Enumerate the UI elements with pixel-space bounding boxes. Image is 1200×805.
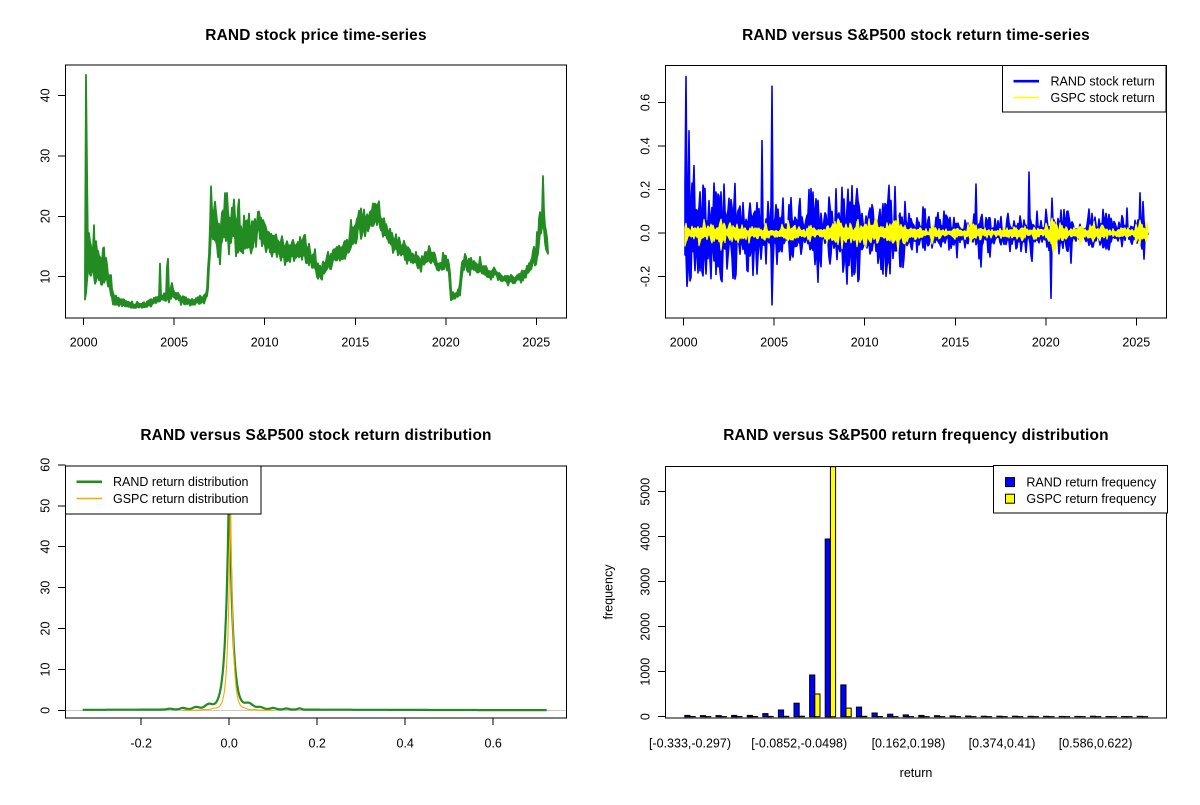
svg-text:50: 50 [39,499,53,513]
svg-text:0.4: 0.4 [397,736,414,750]
svg-text:[-0.333,-0.297): [-0.333,-0.297) [649,736,731,750]
svg-text:3000: 3000 [639,568,653,596]
svg-text:-0.2: -0.2 [639,266,653,288]
svg-text:2005: 2005 [160,336,188,350]
svg-text:2020: 2020 [432,336,460,350]
svg-text:2005: 2005 [760,336,788,350]
svg-text:[-0.0852,-0.0498): [-0.0852,-0.0498) [751,736,847,750]
svg-text:30: 30 [39,581,53,595]
svg-text:0: 0 [639,713,653,720]
svg-text:[0.586,0.622): [0.586,0.622) [1059,736,1133,750]
svg-text:GSPC stock return: GSPC stock return [1051,91,1155,105]
svg-text:2015: 2015 [341,336,369,350]
svg-text:2010: 2010 [251,336,279,350]
svg-text:40: 40 [39,88,53,102]
svg-text:0: 0 [39,707,53,714]
svg-text:GSPC return frequency: GSPC return frequency [1026,492,1157,506]
svg-text:40: 40 [39,540,53,554]
svg-text:2000: 2000 [70,336,98,350]
svg-text:RAND return frequency: RAND return frequency [1026,476,1157,490]
svg-text:return: return [900,766,933,780]
svg-text:5000: 5000 [639,478,653,506]
svg-text:2020: 2020 [1032,336,1060,350]
svg-text:1000: 1000 [639,658,653,686]
svg-text:[0.374,0.41): [0.374,0.41) [969,736,1036,750]
svg-text:0.0: 0.0 [221,736,238,750]
svg-text:RAND versus S&P500 return freq: RAND versus S&P500 return frequency dist… [723,427,1109,444]
svg-text:10: 10 [39,270,53,284]
svg-text:RAND stock price time-series: RAND stock price time-series [205,27,426,44]
svg-text:0.4: 0.4 [639,137,653,154]
svg-text:2000: 2000 [670,336,698,350]
svg-text:2025: 2025 [1122,336,1150,350]
svg-text:2025: 2025 [522,336,550,350]
svg-text:[0.162,0.198): [0.162,0.198) [872,736,946,750]
svg-text:60: 60 [39,458,53,472]
svg-text:RAND versus S&P500 stock retur: RAND versus S&P500 stock return time-ser… [742,27,1090,44]
svg-text:2000: 2000 [639,613,653,641]
svg-text:10: 10 [39,663,53,677]
svg-text:RAND return distribution: RAND return distribution [113,475,249,489]
svg-text:0.2: 0.2 [309,736,326,750]
svg-text:-0.2: -0.2 [130,736,152,750]
svg-text:frequency: frequency [602,564,616,620]
svg-text:GSPC return distribution: GSPC return distribution [113,492,249,506]
svg-text:0.6: 0.6 [485,736,502,750]
svg-text:RAND versus S&P500 stock retur: RAND versus S&P500 stock return distribu… [140,427,491,444]
svg-text:0.2: 0.2 [639,181,653,198]
svg-text:4000: 4000 [639,523,653,551]
svg-text:0.6: 0.6 [639,94,653,111]
svg-text:2015: 2015 [941,336,969,350]
svg-text:20: 20 [39,622,53,636]
svg-text:30: 30 [39,149,53,163]
svg-text:RAND stock return: RAND stock return [1051,75,1155,89]
svg-text:2010: 2010 [851,336,879,350]
svg-text:20: 20 [39,209,53,223]
svg-text:0.0: 0.0 [639,224,653,241]
